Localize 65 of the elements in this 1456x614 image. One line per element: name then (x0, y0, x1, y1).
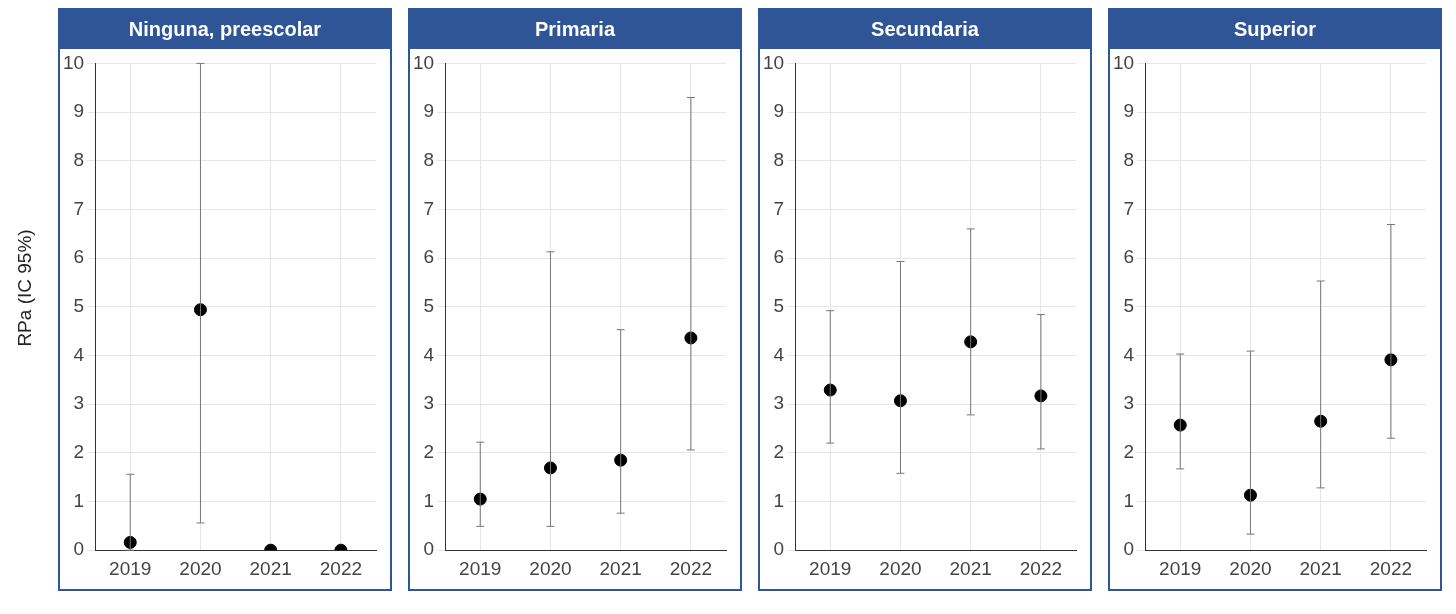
y-tick-label: 0 (773, 538, 785, 560)
y-tick-label: 5 (1123, 295, 1135, 317)
y-tick-label: 10 (762, 51, 785, 73)
y-tick-label: 3 (73, 392, 85, 414)
x-tick-label: 2022 (669, 557, 713, 579)
x-tick-label: 2021 (249, 557, 292, 579)
y-tick-label: 1 (1123, 489, 1135, 511)
y-tick-label: 8 (423, 148, 435, 170)
y-tick-label: 8 (1123, 148, 1135, 170)
y-tick-label: 6 (773, 246, 785, 268)
y-tick-label: 0 (73, 538, 85, 560)
y-axis-title: RPa (IC 95%) (14, 229, 36, 347)
y-tick-label: 4 (423, 343, 435, 365)
chart-title: Secundaria (760, 10, 1090, 49)
y-tick-label: 7 (73, 197, 85, 219)
y-tick-label: 9 (773, 100, 785, 122)
x-tick-label: 2019 (459, 557, 502, 579)
x-tick-label: 2019 (109, 557, 152, 579)
y-tick-label: 3 (773, 392, 785, 414)
x-tick-label: 2020 (1229, 557, 1272, 579)
x-tick-label: 2019 (809, 557, 852, 579)
y-tick-label: 3 (1123, 392, 1135, 414)
x-tick-label: 2022 (1369, 557, 1413, 579)
y-tick-label: 4 (773, 343, 785, 365)
y-tick-label: 7 (773, 197, 785, 219)
x-tick-label: 2022 (1019, 557, 1063, 579)
x-tick-label: 2021 (949, 557, 992, 579)
y-tick-label: 1 (423, 489, 435, 511)
y-tick-label: 6 (1123, 246, 1135, 268)
y-tick-label: 4 (1123, 343, 1135, 365)
y-tick-label: 2 (423, 441, 435, 463)
y-tick-label: 6 (423, 246, 435, 268)
y-tick-label: 7 (1123, 197, 1135, 219)
y-tick-label: 7 (423, 197, 435, 219)
x-tick-label: 2020 (879, 557, 922, 579)
y-tick-label: 10 (1112, 51, 1135, 73)
y-tick-label: 2 (1123, 441, 1135, 463)
y-tick-label: 9 (1123, 100, 1135, 122)
y-tick-label: 3 (423, 392, 435, 414)
x-tick-label: 2022 (319, 557, 363, 579)
y-tick-label: 1 (73, 489, 85, 511)
chart-title: Primaria (410, 10, 740, 49)
y-tick-label: 5 (773, 295, 785, 317)
y-tick-label: 5 (73, 295, 85, 317)
y-tick-label: 9 (73, 100, 85, 122)
y-tick-label: 8 (773, 148, 785, 170)
y-tick-label: 10 (412, 51, 435, 73)
x-tick-label: 2019 (1159, 557, 1202, 579)
y-tick-label: 8 (73, 148, 85, 170)
x-tick-label: 2020 (529, 557, 572, 579)
chart-title: Superior (1110, 10, 1440, 49)
y-tick-label: 2 (73, 441, 85, 463)
y-tick-label: 10 (62, 51, 85, 73)
chart-title: Ninguna, preescolar (60, 10, 390, 49)
y-tick-label: 2 (773, 441, 785, 463)
y-tick-label: 0 (423, 538, 435, 560)
y-tick-label: 4 (73, 343, 85, 365)
x-tick-label: 2021 (1299, 557, 1342, 579)
y-tick-label: 9 (423, 100, 435, 122)
x-tick-label: 2021 (599, 557, 642, 579)
y-tick-label: 1 (773, 489, 785, 511)
y-tick-label: 0 (1123, 538, 1135, 560)
x-tick-label: 2020 (179, 557, 222, 579)
y-tick-label: 6 (73, 246, 85, 268)
y-tick-label: 5 (423, 295, 435, 317)
